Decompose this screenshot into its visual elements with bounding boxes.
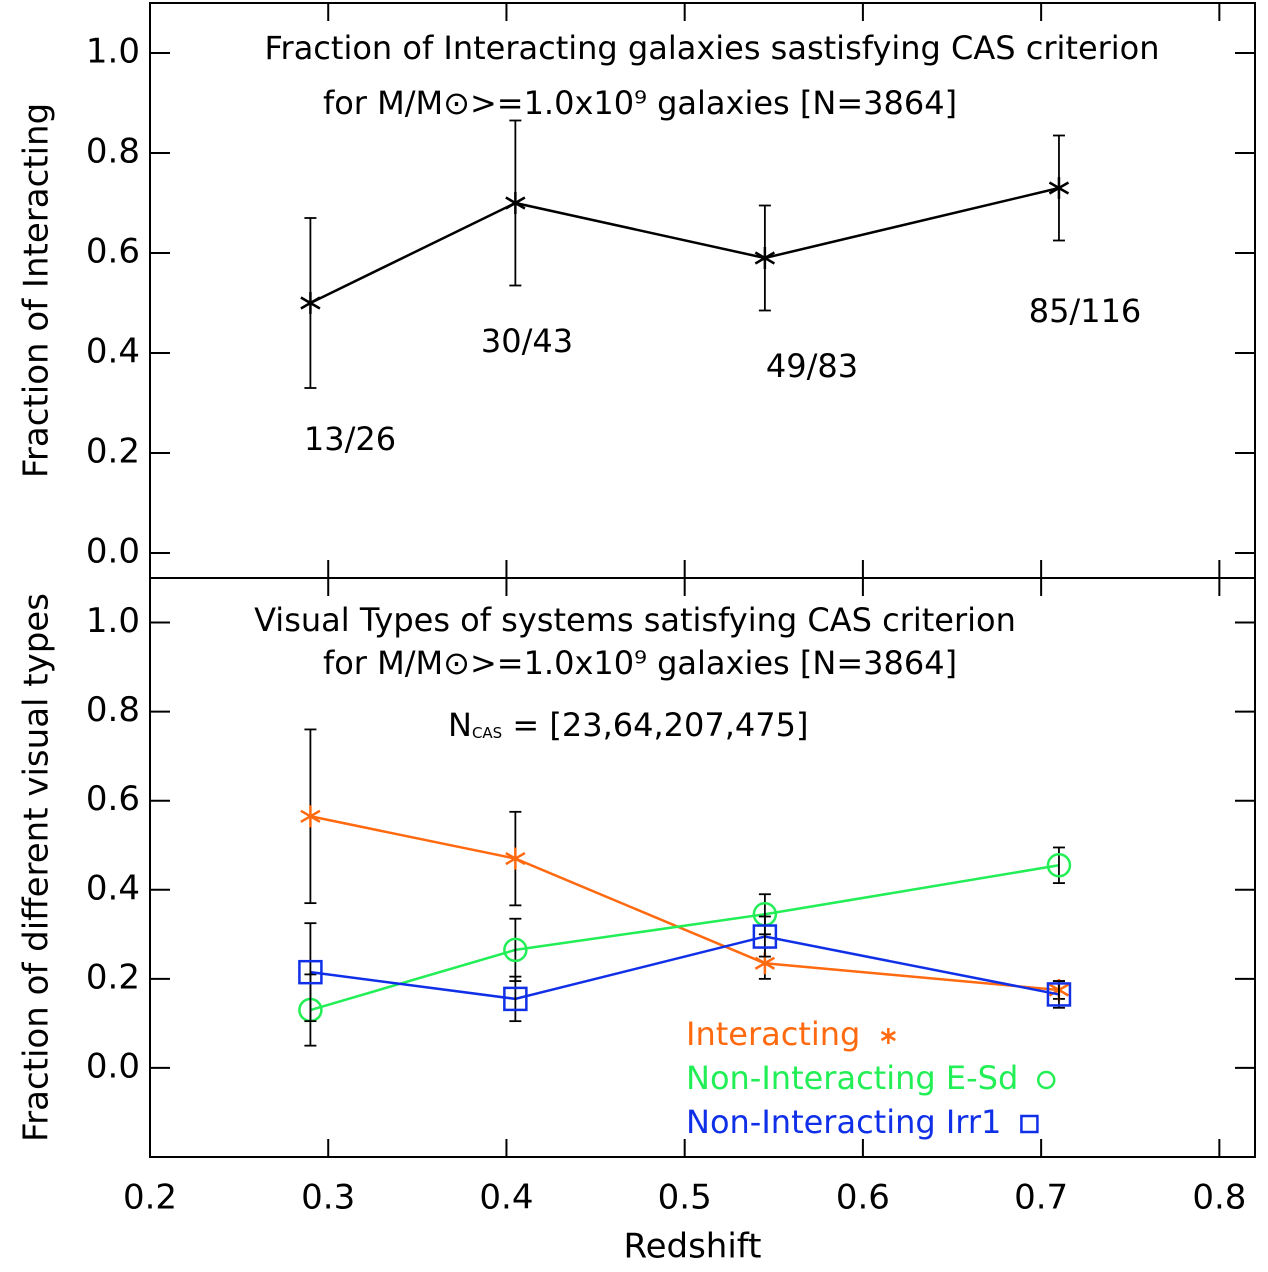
legend-marker [1020, 1114, 1039, 1134]
marker-arm [505, 852, 526, 866]
y-tick-label: 0.0 [86, 1046, 140, 1086]
marker [300, 292, 321, 314]
marker [1046, 853, 1072, 878]
y-axis-label: Fraction of Interacting [17, 103, 57, 478]
y-axis-label: Fraction of different visual types [17, 593, 57, 1142]
marker-arm [300, 809, 321, 823]
annotation: 49/83 [766, 347, 858, 385]
marker [1048, 177, 1070, 199]
x-tick-label: 0.5 [658, 1178, 712, 1218]
y-tick-label: 0.8 [86, 132, 140, 172]
legend-label: Interacting [686, 1015, 860, 1053]
annotation-subscript: CAS [472, 724, 502, 742]
series [298, 915, 1072, 1023]
annotation: 30/43 [481, 322, 573, 360]
chart-title: Visual Types of systems satisfying CAS c… [254, 601, 1016, 639]
annotation: 13/26 [304, 420, 396, 458]
marker-arm [1048, 181, 1070, 195]
y-tick-label: 0.4 [86, 868, 140, 908]
marker-arm [505, 196, 526, 210]
marker [1046, 982, 1072, 1007]
y-tick-label: 0.4 [86, 332, 140, 372]
y-tick-label: 0.8 [86, 690, 140, 730]
marker [300, 805, 321, 828]
y-tick-label: 0.6 [86, 232, 140, 272]
chart-subtitle: for M/M⊙>=1.0x10⁹ galaxies [N=3864] [323, 644, 957, 682]
y-tick-label: 1.0 [86, 32, 140, 72]
marker [754, 247, 776, 269]
annotation: NCAS = [23,64,207,475] [448, 706, 808, 744]
series-line [310, 935, 1060, 1001]
error-bar [1052, 980, 1065, 1009]
x-tick-label: 0.4 [479, 1178, 533, 1218]
series-line [309, 186, 1060, 305]
legend-marker [880, 1028, 896, 1044]
x-tick-label: 0.7 [1014, 1178, 1068, 1218]
series-line [310, 864, 1060, 1012]
marker-arm [300, 296, 321, 310]
legend-label: Non-Interacting Irr1 [686, 1103, 1001, 1141]
series-line [310, 815, 1060, 992]
y-tick-label: 0.2 [86, 432, 140, 472]
x-tick-label: 0.3 [301, 1178, 355, 1218]
series [300, 728, 1070, 1001]
plot-frame [149, 577, 1256, 1158]
legend-marker-arm [880, 1030, 896, 1042]
y-tick-label: 0.0 [86, 532, 140, 572]
annotation: 85/116 [1029, 292, 1142, 330]
marker-arm [754, 956, 776, 970]
marker [505, 192, 526, 214]
legend-marker [1037, 1070, 1056, 1090]
y-tick-label: 0.6 [86, 779, 140, 819]
annotation-symbol: N [448, 706, 472, 744]
x-tick-label: 0.8 [1192, 1178, 1246, 1218]
series [300, 119, 1070, 389]
marker [503, 937, 528, 963]
error-bar [304, 922, 317, 1023]
marker [752, 924, 778, 949]
x-axis-label: Redshift [623, 1227, 761, 1267]
y-tick-label: 0.2 [86, 957, 140, 997]
x-tick-label: 0.2 [123, 1178, 177, 1218]
error-bar [758, 915, 771, 958]
chart-title: Fraction of Interacting galaxies sastisf… [264, 29, 1159, 67]
error-bar [509, 975, 522, 1023]
marker [505, 847, 526, 870]
marker [298, 959, 323, 985]
series [298, 846, 1072, 1047]
chart-subtitle: for M/M⊙>=1.0x10⁹ galaxies [N=3864] [323, 84, 957, 122]
y-tick-label: 1.0 [86, 601, 140, 641]
x-tick-label: 0.6 [836, 1178, 890, 1218]
legend-label: Non-Interacting E-Sd [686, 1059, 1018, 1097]
annotation-text: = [23,64,207,475] [502, 706, 808, 744]
marker-arm [754, 251, 776, 265]
marker [503, 986, 528, 1012]
